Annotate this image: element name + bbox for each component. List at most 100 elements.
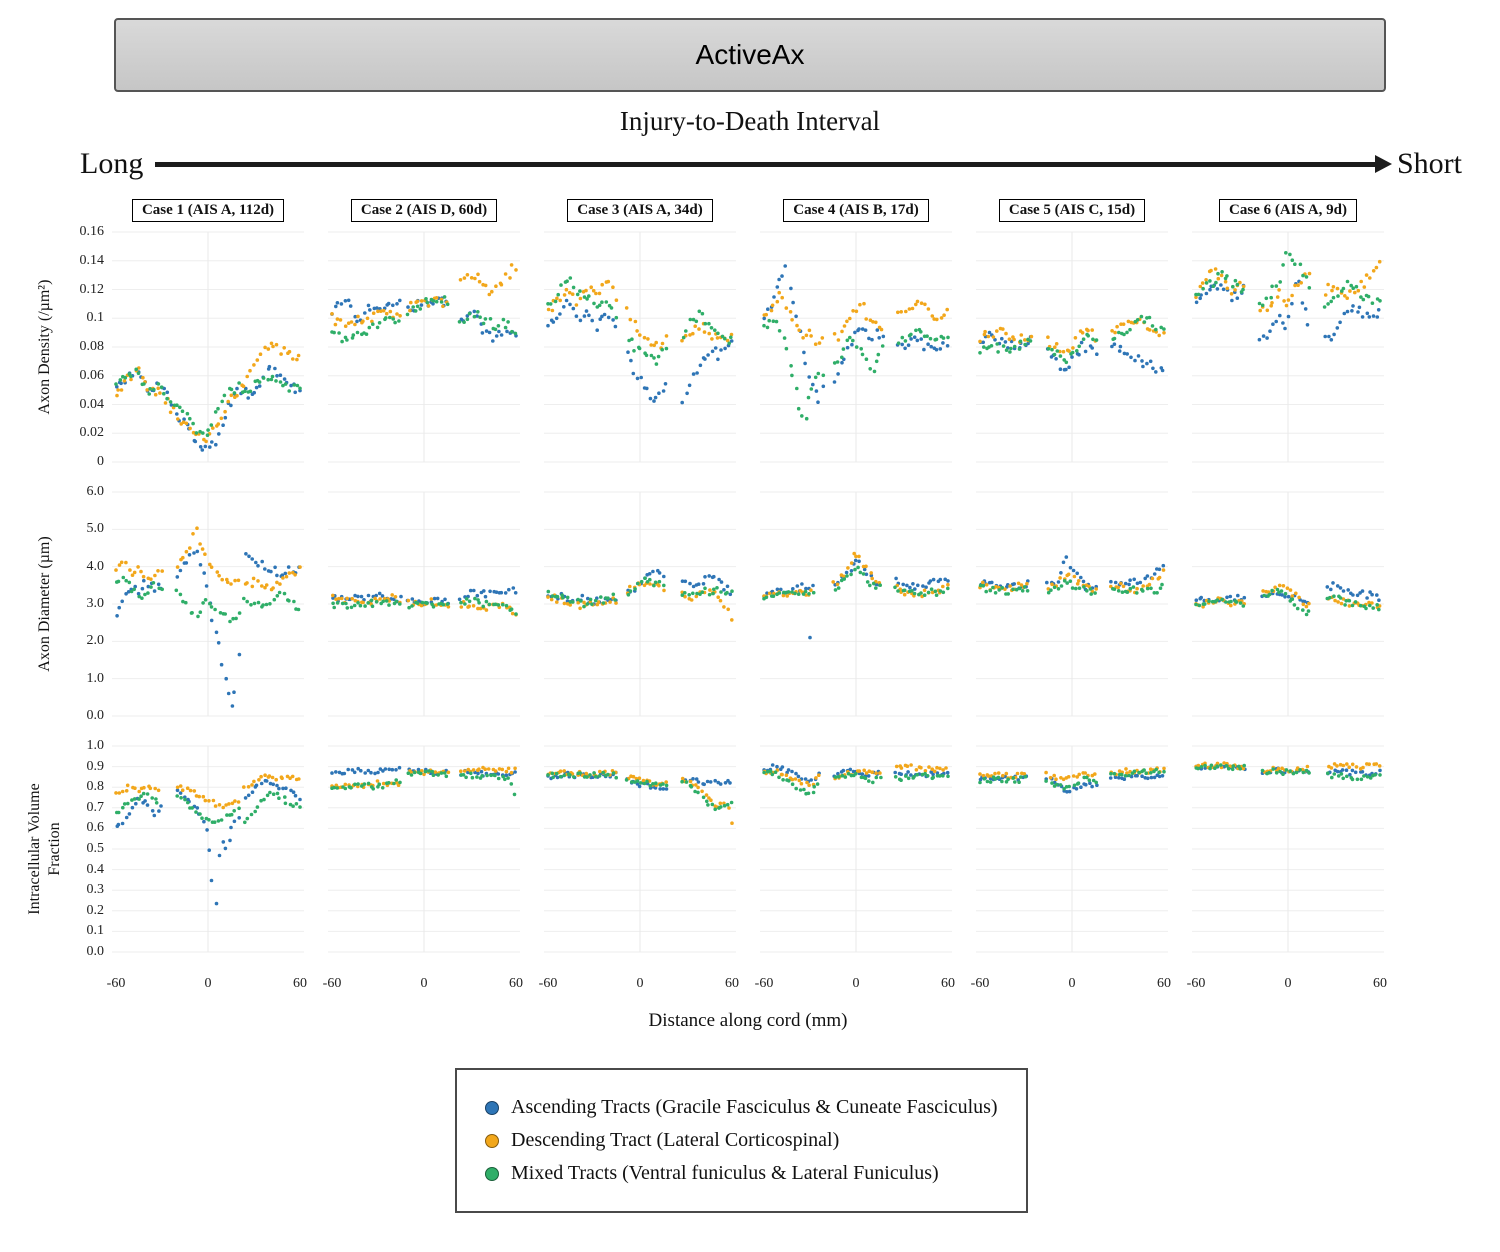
figure-title: ActiveAx — [695, 39, 805, 70]
chart-row-diameter: Axon Diameter (µm) 6.0 5.0 4.0 3.0 2.0 1.0 0.0 — [24, 484, 1500, 723]
chart-area: Case 1 (AIS A, 112d) Case 2 (AIS D, 60d) C… — [0, 199, 1500, 1032]
subplot-icvf-case4 — [758, 740, 954, 958]
x-tick-label: 0 — [1068, 976, 1076, 991]
x-tick-cell: -60 0 60 — [1186, 976, 1387, 996]
subplot-density-case2 — [326, 226, 522, 468]
x-tick-cell: -60 0 60 — [323, 976, 523, 996]
y-axis-label-cell: Axon Density (/µm²) — [24, 226, 66, 468]
x-tick-label: -60 — [1186, 976, 1206, 991]
chart-row-density: Axon Density (/µm²) 0.16 0.14 0.12 0.1 0.08 0.… — [24, 224, 1500, 469]
legend-dot-descending — [485, 1133, 499, 1148]
x-tick-label: 0 — [852, 976, 860, 991]
subplot-icvf-case6 — [1190, 740, 1386, 958]
subplot-diameter-case4 — [758, 486, 954, 722]
subplot-density-case4 — [758, 226, 954, 468]
y-tick-label: 0.9 — [86, 758, 105, 774]
case-labels-row: Case 1 (AIS A, 112d) Case 2 (AIS D, 60d) C… — [24, 199, 1500, 222]
x-tick-cell: -60 0 60 — [754, 976, 955, 996]
y-tick-label: 0.12 — [79, 281, 105, 297]
x-tick-label: 60 — [941, 976, 955, 991]
legend-label-mixed: Mixed Tracts (Ventral funiculus & Latera… — [511, 1162, 939, 1184]
case-label-cell: Case 2 (AIS D, 60d) — [326, 199, 522, 222]
y-tick-label: 0.2 — [86, 902, 105, 918]
legend-label-descending: Descending Tract (Lateral Corticospinal) — [511, 1129, 840, 1151]
y-tick-label: 0.3 — [86, 882, 105, 898]
y-tick-label: 0.04 — [79, 396, 105, 412]
y-tick-label: 0.02 — [79, 425, 105, 441]
y-tick-label: 0.6 — [86, 820, 105, 836]
y-tick-label: 0.0 — [86, 944, 105, 959]
legend-dot-mixed — [485, 1166, 499, 1181]
y-tick-label: 5.0 — [86, 521, 105, 537]
arrow-left-label: Long — [80, 147, 144, 180]
x-tick-cell: -60 0 60 — [538, 976, 739, 996]
y-tick-label: 1.0 — [86, 670, 105, 686]
y-tick-label: 0.4 — [86, 861, 105, 877]
chart-row-icvf: Intracellular Volume Fraction 1.0 0.9 0.8 0.… — [24, 738, 1500, 959]
x-tick-label: 0 — [204, 976, 212, 991]
case-label-cell: Case 6 (AIS A, 9d) — [1190, 199, 1386, 222]
y-tick-label: 0.14 — [79, 252, 105, 268]
y-ticks: 1.0 0.9 0.8 0.7 0.6 0.5 0.4 0.3 0.2 0.1 0.0 — [66, 738, 110, 959]
y-tick-label: 0.0 — [86, 708, 105, 723]
case-label-5: Case 5 (AIS C, 15d) — [998, 199, 1146, 222]
subplot-diameter-case1 — [110, 486, 306, 722]
y-axis-label: Intracellular Volume Fraction — [26, 783, 63, 915]
y-tick-label: 0.5 — [86, 841, 105, 856]
y-tick-label: 0.1 — [86, 310, 105, 326]
case-label-cell: Case 1 (AIS A, 112d) — [110, 199, 306, 222]
x-tick-cell: -60 0 60 — [970, 976, 1171, 996]
y-ticks: 6.0 5.0 4.0 3.0 2.0 1.0 0.0 — [66, 484, 110, 723]
y-tick-label: 0.8 — [86, 779, 105, 795]
x-tick-label: 60 — [1373, 976, 1387, 991]
y-tick-label: 2.0 — [86, 633, 105, 649]
legend-box: Ascending Tracts (Gracile Fasciculus & C… — [455, 1068, 1028, 1213]
x-tick-label: 60 — [1157, 976, 1171, 991]
subplot-density-case5 — [974, 226, 1170, 468]
y-axis-label-cell: Axon Diameter (µm) — [24, 486, 66, 722]
legend-label-ascending: Ascending Tracts (Gracile Fasciculus & C… — [511, 1096, 998, 1118]
figure-title-box: ActiveAx — [114, 18, 1386, 92]
case-label-4: Case 4 (AIS B, 17d) — [783, 199, 929, 222]
y-axis-label-cell: Intracellular Volume Fraction — [24, 740, 66, 958]
case-label-2: Case 2 (AIS D, 60d) — [350, 199, 498, 222]
case-label-1: Case 1 (AIS A, 112d) — [131, 199, 285, 222]
case-label-3: Case 3 (AIS A, 34d) — [567, 199, 713, 222]
case-label-cell: Case 3 (AIS A, 34d) — [542, 199, 738, 222]
y-ticks: 0.16 0.14 0.12 0.1 0.08 0.06 0.04 0.02 0 — [66, 224, 110, 469]
subplot-icvf-case3 — [542, 740, 738, 958]
subplot-icvf-case5 — [974, 740, 1170, 958]
y-tick-label: 0.08 — [79, 339, 105, 354]
subplot-diameter-case3 — [542, 486, 738, 722]
legend-item-ascending: Ascending Tracts (Gracile Fasciculus & C… — [485, 1096, 998, 1119]
x-tick-label: 60 — [725, 976, 739, 991]
subplot-diameter-case5 — [974, 486, 1170, 722]
y-tick-label: 0.16 — [79, 224, 105, 239]
y-axis-label: Axon Diameter (µm) — [36, 536, 53, 672]
subplot-icvf-case1 — [110, 740, 306, 958]
case-label-6: Case 6 (AIS A, 9d) — [1219, 199, 1357, 222]
legend-item-descending: Descending Tract (Lateral Corticospinal) — [485, 1129, 998, 1152]
interval-arrow — [155, 161, 1377, 167]
figure-subtitle: Injury-to-Death Interval — [619, 106, 881, 136]
subplot-density-case3 — [542, 226, 738, 468]
chart-grid: Axon Density (/µm²) 0.16 0.14 0.12 0.1 0.08 0.… — [24, 224, 1500, 959]
case-label-cell: Case 5 (AIS C, 15d) — [974, 199, 1170, 222]
y-tick-label: 0.1 — [86, 923, 105, 939]
x-tick-label: -60 — [970, 976, 990, 991]
x-axis-title: Distance along cord (mm) — [648, 1010, 848, 1031]
legend-dot-ascending — [485, 1100, 499, 1115]
x-tick-label: -60 — [538, 976, 558, 991]
subplot-icvf-case2 — [326, 740, 522, 958]
subplot-density-case6 — [1190, 226, 1386, 468]
x-tick-label: 0 — [1284, 976, 1292, 991]
x-tick-label: -60 — [754, 976, 774, 991]
x-tick-label: 0 — [420, 976, 428, 991]
subplot-density-case1 — [110, 226, 306, 468]
y-tick-label: 6.0 — [86, 484, 105, 499]
x-tick-cell: -60 0 60 — [107, 976, 307, 996]
case-label-cell: Case 4 (AIS B, 17d) — [758, 199, 954, 222]
subplot-diameter-case6 — [1190, 486, 1386, 722]
arrow-right-label: Short — [1396, 147, 1462, 180]
y-tick-label: 0 — [97, 454, 104, 469]
